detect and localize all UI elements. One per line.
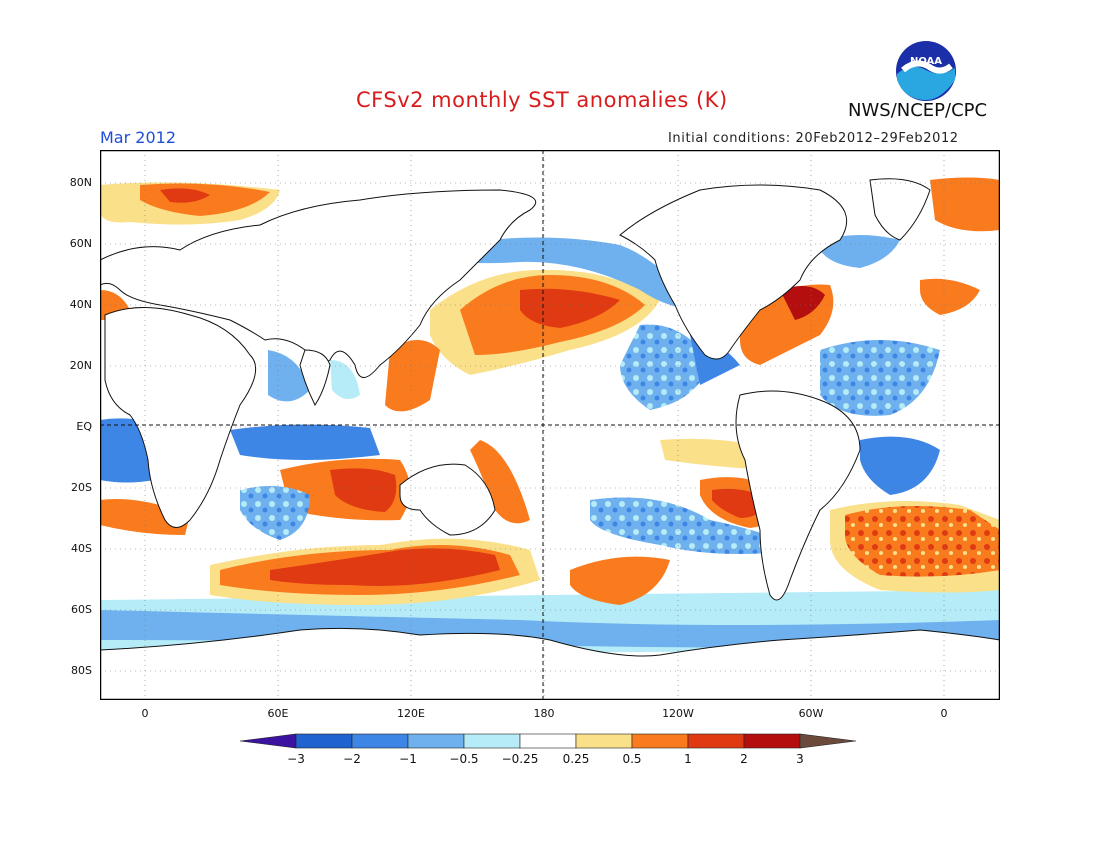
colorbar-tick-label: −1 [399, 752, 417, 766]
colorbar-tick-label: 0.5 [622, 752, 642, 766]
anomaly-region [268, 350, 310, 402]
anomaly-region [860, 436, 940, 495]
anomaly-region [820, 235, 900, 268]
logo-text: NOAA [910, 56, 942, 67]
colorbar-tick-label: 0.25 [562, 752, 590, 766]
anomaly-region [240, 486, 310, 540]
india-land [299, 349, 331, 406]
colorbar-swatch [575, 733, 633, 749]
agency-label: NWS/NCEP/CPC [848, 100, 988, 121]
colorbar-swatch [463, 733, 521, 749]
latitude-tick-label: 20N [69, 359, 92, 372]
latitude-tick-label: 40N [69, 298, 92, 311]
latitude-tick-label: 60N [69, 237, 92, 250]
colorbar-swatch [631, 733, 689, 749]
anomaly-region [620, 324, 710, 410]
greenland-land [869, 178, 931, 241]
colorbar-tick-label: 2 [740, 752, 748, 766]
colorbar-swatch [743, 733, 801, 749]
anomaly-region [570, 556, 670, 605]
gridlines [100, 150, 1000, 700]
anomaly-region [270, 548, 500, 586]
longitude-tick-label: 0 [940, 707, 948, 720]
anomaly-region [330, 360, 360, 399]
latitude-tick-label: EQ [76, 420, 92, 433]
anomaly-region [845, 506, 1000, 577]
anomaly-region [820, 340, 940, 416]
sst-anomaly-map [100, 150, 1000, 700]
colorbar-tick-label: −0.5 [449, 752, 479, 766]
colorbar-tick-label: 1 [684, 752, 692, 766]
latitude-tick-label: 80N [69, 176, 92, 189]
anomaly-region [780, 286, 825, 320]
colorbar-swatch [519, 733, 577, 749]
antarctica-land [100, 627, 1000, 700]
latitude-tick-label: 60S [71, 603, 92, 616]
anomaly-region [930, 177, 1000, 232]
australia-land [399, 463, 496, 536]
eurasia-land [100, 189, 537, 378]
colorbar-swatch [240, 733, 297, 749]
longitude-tick-label: 180 [533, 707, 555, 720]
colorbar-swatch [687, 733, 745, 749]
south-america-land [735, 390, 861, 601]
colorbar-swatch [407, 733, 465, 749]
latitude-tick-label: 40S [71, 542, 92, 555]
latitude-tick-label: 80S [71, 664, 92, 677]
anomaly-region [160, 188, 210, 203]
anomaly-region [330, 468, 397, 512]
month-label: Mar 2012 [100, 128, 176, 147]
landmasses [100, 178, 1000, 700]
anomaly-region [230, 424, 380, 460]
latitude-tick-label: 20S [71, 481, 92, 494]
anomaly-region [470, 440, 530, 524]
colorbar [240, 733, 857, 749]
map-border [100, 150, 1000, 700]
colorbar-swatch [351, 733, 409, 749]
noaa-logo: NOAA [896, 41, 956, 101]
initial-conditions-label: Initial conditions: 20Feb2012–29Feb2012 [668, 131, 959, 146]
colorbar-tick-label: 3 [796, 752, 804, 766]
longitude-tick-label: 120W [662, 707, 694, 720]
chart-title: CFSv2 monthly SST anomalies (K) [356, 88, 728, 112]
colorbar-swatch [799, 733, 857, 749]
north-america-land [619, 184, 848, 360]
longitude-tick-label: 0 [141, 707, 149, 720]
colorbar-tick-label: −3 [287, 752, 305, 766]
anomaly-region [385, 340, 440, 412]
anomaly-region [590, 497, 800, 554]
anomaly-region [920, 278, 980, 315]
colorbar-tick-label: −0.25 [501, 752, 539, 766]
africa-land [104, 307, 257, 528]
longitude-tick-label: 120E [397, 707, 425, 720]
longitude-tick-label: 60W [798, 707, 824, 720]
colorbar-swatch [295, 733, 353, 749]
longitude-tick-label: 60E [267, 707, 289, 720]
anomaly-region [520, 288, 620, 328]
colorbar-tick-label: −2 [343, 752, 361, 766]
anomaly-region [450, 237, 700, 310]
